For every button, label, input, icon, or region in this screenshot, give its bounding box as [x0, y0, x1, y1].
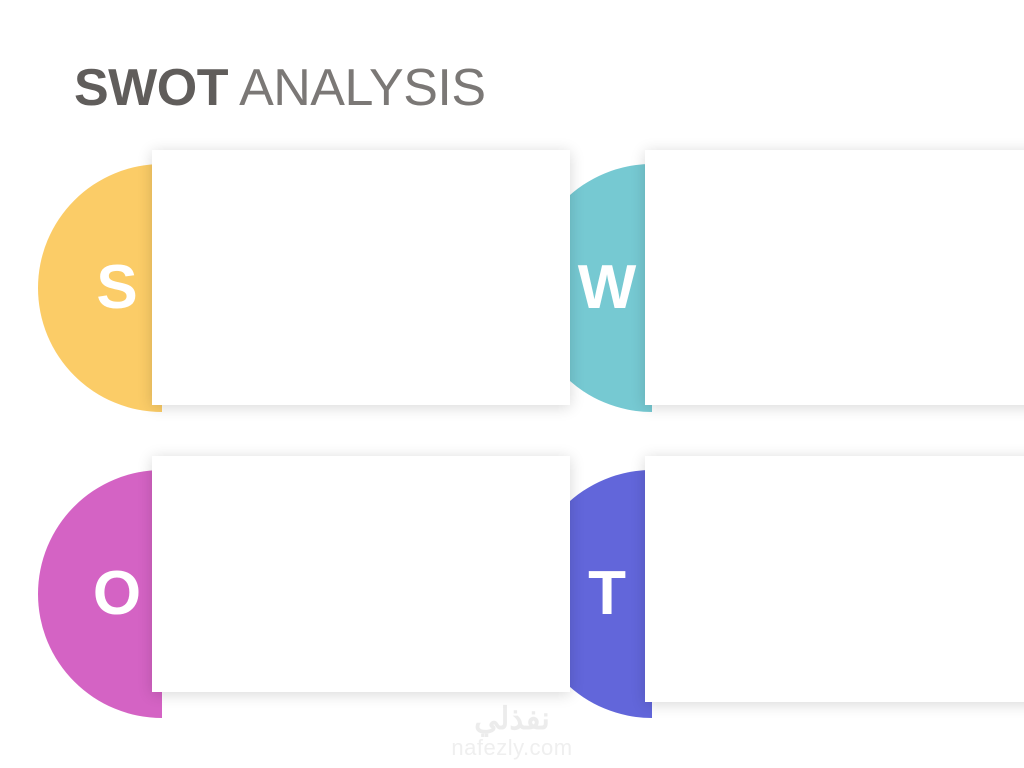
weaknesses-letter: W	[577, 253, 637, 322]
strengths-card	[152, 150, 570, 405]
strengths-half-disc: S	[38, 164, 162, 412]
title-light-part: ANALYSIS	[227, 59, 486, 117]
weaknesses-card	[645, 150, 1024, 405]
opportunities-card	[152, 456, 570, 692]
watermark-latin-text: nafezly.com	[451, 734, 573, 760]
opportunities-half-disc: O	[38, 470, 162, 718]
opportunities-letter: O	[92, 559, 142, 628]
strengths-letter: S	[96, 253, 138, 322]
threats-letter: T	[588, 559, 626, 628]
title-bold-part: SWOT	[74, 59, 228, 117]
threats-card	[645, 456, 1024, 702]
page-title: SWOT ANALYSIS	[74, 62, 486, 114]
